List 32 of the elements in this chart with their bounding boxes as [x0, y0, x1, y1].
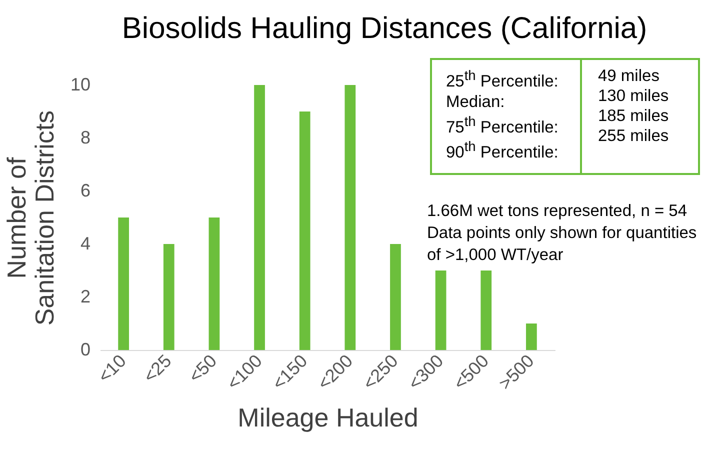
- bar: [163, 244, 174, 350]
- annotation: Median:: [446, 92, 506, 112]
- text: 49 miles: [598, 66, 660, 86]
- text: 185 miles: [598, 106, 669, 126]
- y-tick-label: 0: [80, 340, 90, 360]
- x-tick-label: <25: [140, 350, 176, 386]
- x-tick-label: <10: [94, 350, 130, 386]
- y-tick-label: 2: [80, 286, 90, 306]
- bar: [208, 218, 220, 350]
- y-tick-label: 6: [80, 180, 90, 200]
- annotation: 90$^{th}$ Percentile:: [446, 138, 560, 162]
- y-axis-title: Number of Sanitation Districts: [1, 110, 60, 326]
- bar: [390, 244, 401, 350]
- y-tick-label: 10: [70, 74, 90, 94]
- y-tick-label: 8: [80, 128, 90, 148]
- annotation: 25$^{th}$ Percentile:: [446, 67, 560, 92]
- bar: [344, 85, 356, 350]
- x-tick-label: <50: [184, 350, 221, 386]
- bar: [480, 270, 492, 350]
- bar: [299, 112, 310, 350]
- bar: [435, 270, 446, 350]
- annotation: 75$^{th}$ Percentile:: [446, 112, 560, 137]
- annotation: 1.66M wet tons represented, n = 54: [427, 201, 688, 222]
- chart-title: Biosolids Hauling Distances (California): [122, 12, 648, 45]
- annotation: Data points only shown for quantities of >1,000 WT/year: [427, 223, 698, 266]
- text: 130 miles: [598, 86, 669, 106]
- x-axis-title: Mileage Hauled: [238, 402, 418, 433]
- y-tick-label: 4: [80, 234, 90, 254]
- bar: [526, 324, 537, 350]
- text: 255 miles: [598, 126, 669, 146]
- bar: [254, 85, 265, 350]
- bar: [118, 218, 130, 350]
